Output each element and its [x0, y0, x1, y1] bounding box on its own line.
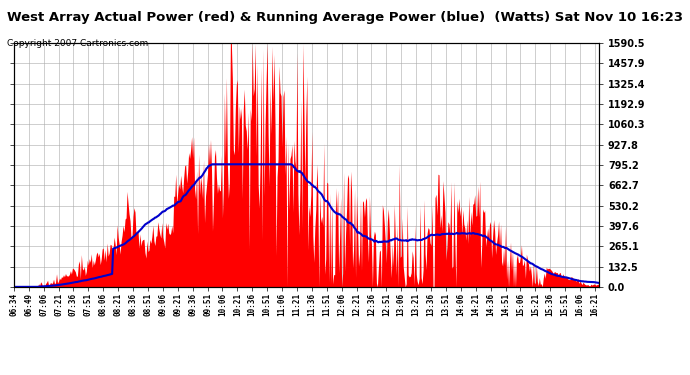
Text: West Array Actual Power (red) & Running Average Power (blue)  (Watts) Sat Nov 10: West Array Actual Power (red) & Running …	[7, 11, 683, 24]
Text: Copyright 2007 Cartronics.com: Copyright 2007 Cartronics.com	[7, 39, 148, 48]
